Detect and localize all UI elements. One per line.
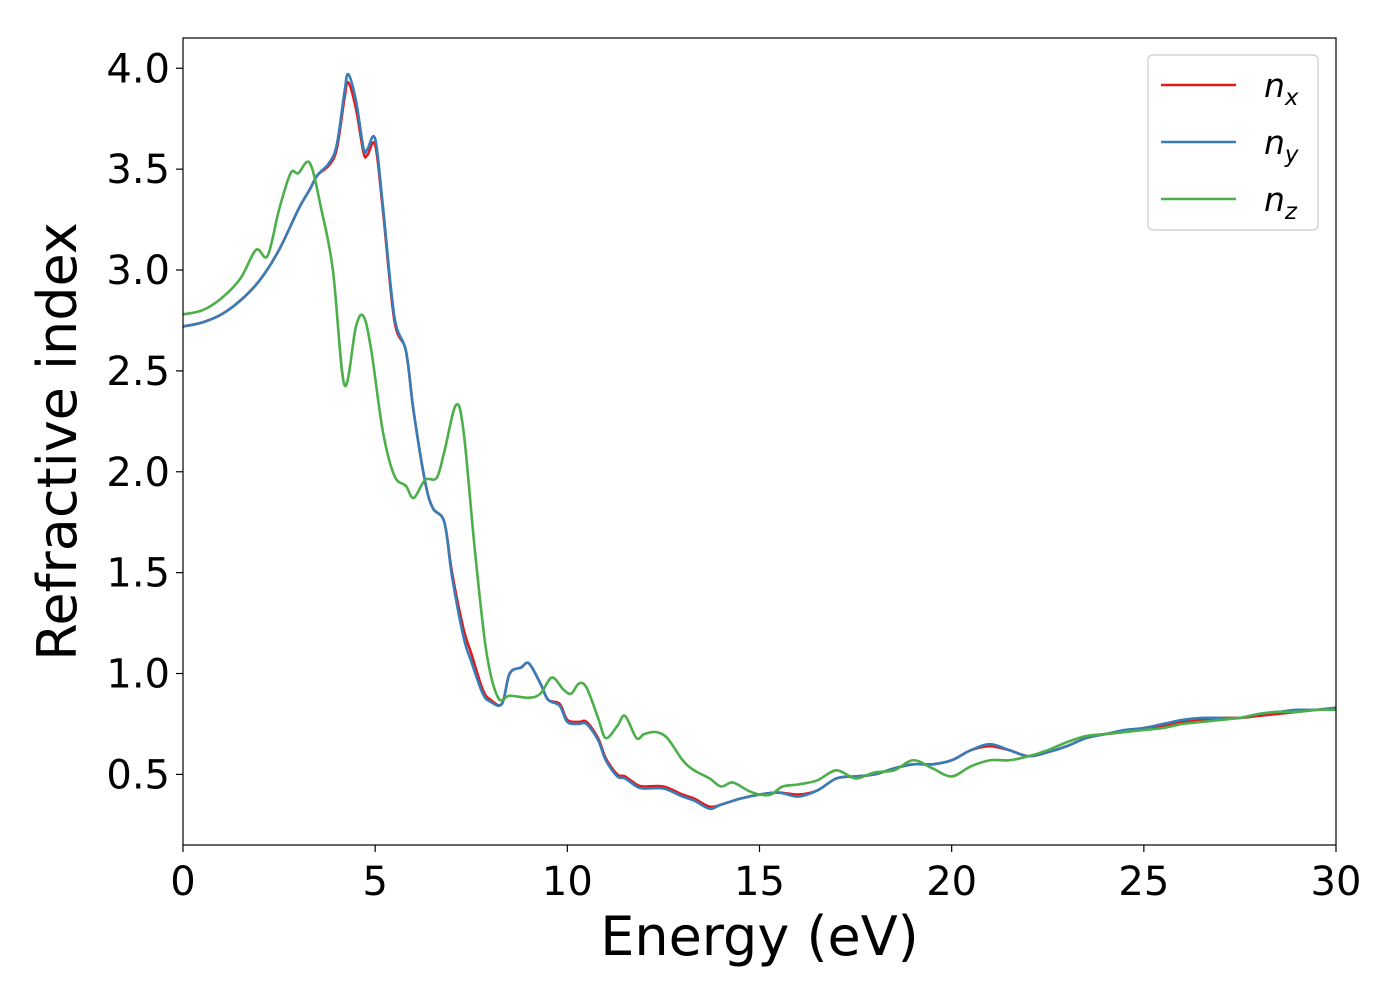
y-tick-label: 4.0: [106, 46, 170, 92]
legend-label-subscript: z: [1284, 199, 1298, 225]
series-line-z: [183, 160, 1336, 797]
x-tick-label: 15: [734, 859, 785, 905]
x-tick-label: 10: [542, 859, 593, 905]
legend-label-base: n: [1264, 66, 1285, 105]
y-tick-label: 2.5: [106, 349, 170, 395]
y-tick-label: 1.5: [106, 551, 170, 597]
x-tick-label: 0: [170, 859, 195, 905]
y-axis-ticks: 0.5 1.0 1.5 2.0 2.5 3.0 3.5 4.0: [106, 46, 183, 798]
legend-label-x: nx: [1264, 66, 1299, 111]
series-line-y: [183, 72, 1336, 811]
y-tick-label: 2.0: [106, 450, 170, 496]
y-tick-label: 0.5: [106, 752, 170, 798]
legend-label-base: n: [1264, 180, 1285, 219]
legend-label-y: ny: [1264, 123, 1299, 168]
legend-label-subscript: x: [1284, 85, 1299, 111]
x-tick-label: 20: [926, 859, 977, 905]
legend-label-base: n: [1264, 123, 1285, 162]
x-axis-ticks: 0 5 10 15 20 25 30: [170, 845, 1361, 905]
x-axis-label: Energy (eV): [600, 905, 919, 968]
x-tick-label: 25: [1118, 859, 1169, 905]
y-axis-label: Refractive index: [26, 222, 89, 661]
y-tick-label: 3.5: [106, 147, 170, 193]
y-tick-label: 3.0: [106, 248, 170, 294]
legend-label-subscript: y: [1284, 142, 1299, 168]
x-tick-label: 30: [1311, 859, 1362, 905]
x-tick-label: 5: [362, 859, 387, 905]
y-tick-label: 1.0: [106, 652, 170, 698]
series-layer: [183, 72, 1336, 811]
legend-label-z: nz: [1264, 180, 1298, 225]
